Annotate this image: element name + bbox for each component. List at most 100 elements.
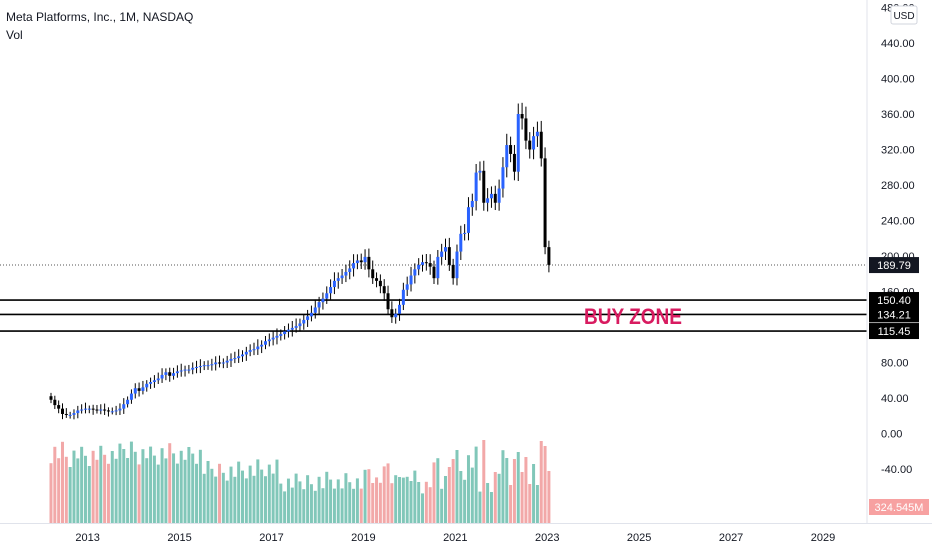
volume-bar	[520, 472, 524, 523]
candle-body	[332, 280, 336, 288]
candle-body	[118, 408, 122, 411]
volume-bar	[137, 464, 141, 523]
candle-body	[451, 264, 455, 279]
volume-bar	[505, 458, 509, 523]
currency-badge[interactable]	[890, 5, 918, 25]
candle-body	[329, 287, 333, 294]
candle-body	[340, 275, 344, 279]
volume-bar	[482, 440, 486, 523]
time-tick-label: 2029	[811, 532, 835, 544]
price-axis-ticks: 480.00440.00400.00360.00320.00280.00240.…	[881, 3, 915, 512]
last-price-label-bg	[869, 257, 919, 274]
volume-bar	[252, 475, 256, 523]
volume-bar	[298, 481, 302, 523]
candle-body	[256, 346, 260, 350]
volume-bar	[129, 441, 133, 523]
candle-body	[355, 260, 359, 264]
volume-bar	[466, 455, 470, 523]
candle-body	[455, 251, 459, 279]
volume-bar	[509, 485, 513, 523]
candle-body	[459, 233, 463, 252]
volume-bar	[206, 461, 210, 523]
candle-body	[110, 411, 114, 413]
level-label: 150.40	[877, 295, 911, 307]
candle-body	[172, 373, 176, 376]
volume-bar	[195, 463, 199, 523]
candle-body	[168, 372, 172, 376]
volume-bar	[198, 449, 202, 523]
candle-body	[493, 193, 497, 203]
volume-bar	[459, 471, 463, 523]
volume-bar	[83, 455, 87, 523]
buy-zone-annotation: BUY ZONE	[584, 304, 682, 329]
volume-bar	[405, 476, 409, 523]
candle-body	[440, 251, 444, 257]
candle-body	[164, 372, 168, 375]
candle-body	[103, 409, 107, 411]
volume-bar	[225, 480, 229, 523]
volume-bar	[60, 441, 64, 523]
candle-body	[80, 409, 84, 411]
volume-bar	[114, 458, 118, 523]
candle-body	[474, 172, 478, 201]
volume-bar	[302, 489, 306, 523]
volume-bar	[401, 477, 405, 523]
candle-body	[283, 331, 287, 335]
volume-bar	[432, 462, 436, 523]
volume-bar	[336, 479, 340, 523]
volume-bar	[263, 476, 267, 523]
volume-bar	[463, 479, 467, 523]
candle-body	[271, 337, 275, 340]
volume-bars	[49, 440, 551, 523]
volume-bar	[191, 453, 195, 523]
volume-bar	[528, 484, 532, 523]
volume-bar	[256, 459, 260, 523]
volume-bar	[179, 450, 183, 523]
candle-body	[237, 356, 241, 359]
candle-body	[294, 326, 298, 328]
volume-bar	[241, 470, 244, 523]
volume-bar	[152, 455, 156, 523]
volume-bar	[72, 450, 76, 523]
volume-bar	[68, 467, 72, 523]
candle-body	[195, 366, 199, 368]
candle-body	[267, 339, 271, 342]
candle-body	[106, 410, 110, 412]
volume-bar	[99, 445, 103, 523]
volume-bar	[451, 459, 455, 523]
volume-bar	[126, 458, 130, 523]
price-tick-label: 240.00	[881, 216, 915, 228]
candle-body	[160, 374, 164, 379]
candle-body	[463, 232, 467, 234]
candle-body	[302, 319, 306, 324]
candle-body	[547, 247, 551, 265]
candle-body	[443, 247, 447, 252]
volume-bar	[474, 446, 478, 523]
volume-bar	[160, 448, 164, 523]
volume-bar	[118, 443, 122, 523]
candle-body	[83, 408, 87, 410]
volume-bar	[221, 472, 225, 523]
candle-body	[290, 327, 294, 330]
candle-body	[279, 334, 283, 336]
volume-bar	[141, 449, 145, 523]
candle-body	[76, 410, 80, 414]
candle-body	[509, 145, 513, 154]
volume-bar	[95, 459, 99, 523]
volume-bar	[64, 456, 68, 523]
candle-body	[336, 278, 340, 281]
volume-label: Vol	[6, 28, 23, 42]
volume-bar	[436, 458, 440, 523]
price-tick-label: -40.00	[881, 464, 912, 476]
candle-body	[179, 370, 183, 372]
candle-body	[191, 367, 195, 370]
candle-body	[501, 167, 505, 189]
candle-body	[137, 388, 141, 391]
candle-body	[53, 399, 57, 406]
price-levels	[0, 264, 867, 332]
volume-bar	[535, 485, 539, 523]
volume-bar	[156, 464, 160, 523]
chart-title: Meta Platforms, Inc., 1M, NASDAQ	[6, 10, 194, 24]
candle-body	[489, 193, 493, 199]
